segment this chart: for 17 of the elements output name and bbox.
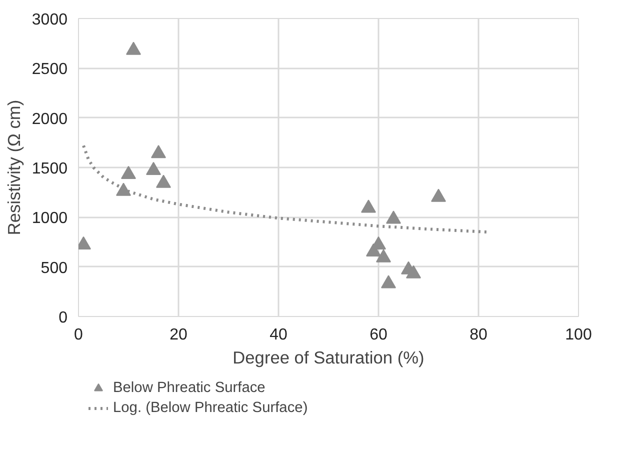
y-tick-label: 1000 — [32, 210, 68, 228]
y-axis-title: Resistivity (Ω cm) — [4, 100, 24, 236]
y-tick-label: 500 — [40, 260, 68, 277]
x-tick-label: 60 — [370, 326, 388, 344]
y-tick-label: 0 — [58, 310, 68, 326]
legend-label: Log. (Below Phreatic Surface) — [113, 399, 308, 418]
x-tick-label: 40 — [270, 326, 288, 344]
x-tick-label: 0 — [74, 326, 84, 344]
legend-label: Below Phreatic Surface — [113, 379, 266, 398]
x-tick-label: 20 — [170, 326, 188, 344]
y-tick-label: 1500 — [32, 160, 68, 178]
y-tick-label: 2500 — [32, 61, 68, 78]
x-tick-label: 80 — [470, 326, 488, 344]
x-tick-label: 100 — [565, 326, 592, 344]
y-tick-label: 3000 — [32, 12, 68, 28]
y-tick-label: 2000 — [32, 110, 68, 128]
x-axis-title: Degree of Saturation (%) — [232, 348, 424, 368]
